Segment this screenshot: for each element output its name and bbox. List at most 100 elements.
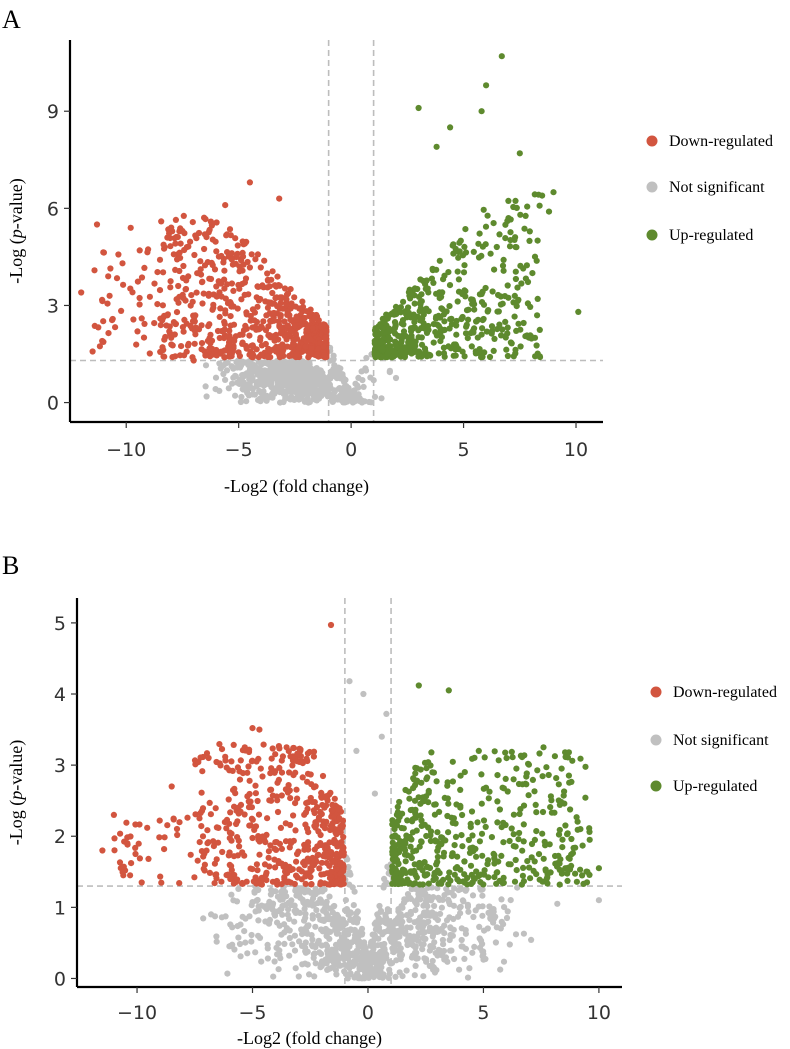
point-ns [208, 911, 215, 918]
point-up [533, 257, 540, 264]
point-down [208, 259, 215, 266]
point-ns [384, 908, 391, 915]
point-ns [360, 383, 367, 390]
point-down [259, 833, 266, 840]
point-up [496, 321, 503, 328]
point-up [465, 836, 472, 844]
point-ns [241, 928, 248, 935]
point-down [216, 334, 223, 342]
point-down [276, 195, 283, 202]
point-ns [319, 960, 326, 967]
point-up [433, 838, 441, 845]
point-up [417, 812, 424, 819]
point-ns [411, 919, 418, 926]
point-ns [286, 361, 294, 368]
point-ns [381, 929, 388, 936]
legend-label: Not significant [669, 179, 765, 196]
point-down [236, 352, 243, 360]
point-down [204, 840, 211, 847]
point-down [224, 300, 232, 307]
point-down [267, 318, 274, 325]
point-ns [341, 384, 348, 391]
point-ns [319, 387, 326, 394]
point-ns [270, 973, 277, 980]
point-down [241, 240, 248, 247]
point-ns [235, 934, 242, 941]
point-ns [202, 383, 209, 390]
y-tick-label: 9 [47, 101, 59, 123]
point-up [413, 765, 420, 772]
point-up [400, 298, 407, 305]
volcano-panel-b: B −10 −5 0 5 10 0 1 2 3 4 5 -Log2 (fold change) -Log … [2, 551, 777, 1049]
point-down [303, 844, 310, 851]
point-ns [403, 912, 410, 919]
point-down [267, 770, 274, 777]
point-up [459, 843, 466, 850]
point-up [540, 744, 547, 751]
point-down [303, 755, 310, 762]
point-down [273, 877, 280, 885]
point-ns [248, 902, 255, 909]
point-up [392, 832, 399, 839]
point-down [206, 869, 213, 877]
point-up [445, 829, 452, 836]
point-up [504, 324, 511, 331]
point-up [543, 764, 550, 771]
point-up [469, 755, 476, 762]
point-down [248, 353, 255, 360]
point-up [397, 348, 404, 355]
point-down [293, 858, 300, 865]
point-down [258, 324, 265, 331]
point-ns [337, 370, 344, 377]
point-ns [396, 969, 403, 976]
point-down [299, 774, 306, 781]
point-down [246, 790, 253, 798]
point-ns [267, 891, 274, 898]
point-down [156, 256, 164, 263]
point-ns [229, 380, 236, 387]
point-down [200, 853, 207, 860]
point-up [467, 862, 475, 869]
point-down [141, 320, 148, 327]
point-ns [316, 949, 323, 956]
point-up [558, 765, 565, 772]
point-ns [246, 913, 253, 920]
y-axis-title-italic: p [6, 229, 26, 240]
point-down [211, 880, 218, 887]
point-up [513, 765, 520, 772]
point-ns [212, 374, 220, 381]
point-down [322, 328, 330, 335]
point-down [285, 748, 292, 755]
point-down [135, 840, 142, 847]
point-down [236, 268, 243, 275]
point-up [517, 343, 524, 350]
point-ns [268, 886, 275, 894]
point-up [500, 267, 507, 274]
point-down [78, 289, 85, 296]
point-ns [369, 954, 376, 961]
point-ns [307, 383, 314, 390]
point-down [263, 877, 270, 884]
point-ns [302, 939, 309, 946]
point-down [311, 809, 318, 817]
point-up [507, 229, 514, 236]
point-ns [398, 950, 405, 958]
point-up [468, 808, 476, 815]
point-up [502, 318, 509, 325]
point-up [517, 211, 524, 218]
legend-swatch-ns [646, 181, 658, 193]
point-ns [281, 921, 288, 928]
point-ns [476, 935, 483, 942]
point-ns [231, 946, 238, 953]
point-up [510, 831, 517, 838]
point-ns [222, 360, 229, 367]
point-ns [451, 885, 458, 892]
point-up [502, 235, 509, 242]
point-down [138, 274, 146, 281]
point-up [550, 189, 557, 196]
point-down [99, 847, 106, 854]
point-up [582, 794, 589, 801]
point-ns [341, 949, 348, 957]
point-up [407, 880, 414, 887]
point-up [471, 306, 478, 313]
